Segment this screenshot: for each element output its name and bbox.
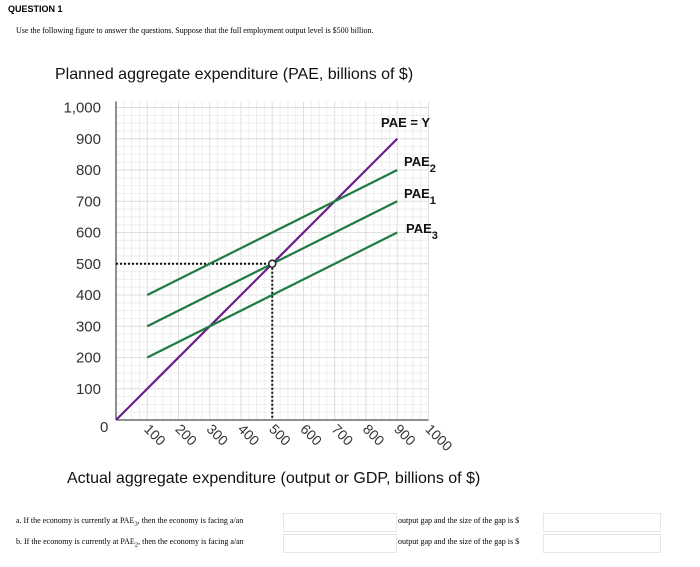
answer-a-gap-size-input[interactable]	[543, 513, 661, 532]
equilibrium-point	[268, 259, 277, 268]
y-tick-label: 500	[76, 256, 101, 273]
answer-a-after: output gap and the size of the gap is $	[398, 516, 520, 525]
answer-b-prefix: b. If the economy is currently at PAE	[16, 537, 135, 546]
y-tick-label: 300	[76, 318, 101, 335]
y-tick-label: 200	[76, 350, 101, 367]
answer-a-sub: 3	[134, 520, 138, 528]
series-label-pae3: PAE3	[406, 221, 438, 242]
y-tick-label: 600	[76, 225, 101, 242]
y-tick-label: 800	[76, 162, 101, 179]
x-axis-title: Actual aggregate expenditure (output or …	[67, 470, 480, 487]
answer-b-sub: 2	[134, 541, 139, 549]
y-tick-label: 1,000	[63, 100, 101, 117]
series-label-pae1: PAE1	[404, 186, 436, 207]
answer-row-a: a. If the economy is currently at PAE3, …	[16, 516, 243, 528]
question-title: QUESTION 1	[8, 4, 63, 14]
answer-a-gap-type-input[interactable]	[283, 513, 397, 532]
y-tick-label: 100	[76, 381, 101, 398]
x-tick-label: 700	[329, 421, 357, 449]
x-tick-label: 900	[391, 421, 419, 449]
x-tick-label: 600	[297, 421, 325, 449]
answer-a-mid: , then the economy is facing a/an	[137, 516, 244, 525]
origin-label: 0	[100, 419, 108, 436]
y-tick-label: 400	[76, 287, 101, 304]
answer-b-gap-type-input[interactable]	[283, 534, 397, 553]
x-tick-label: 500	[266, 421, 294, 449]
y-tick-label: 900	[76, 131, 101, 148]
x-tick-label: 300	[204, 421, 232, 449]
answer-b-gap-size-input[interactable]	[543, 534, 661, 553]
series-line-pae3	[146, 231, 398, 359]
series-line-pae2	[146, 169, 398, 296]
x-tick-label: 800	[360, 421, 388, 449]
x-tick-label: 100	[141, 421, 169, 449]
series-label-pae2: PAE2	[404, 154, 436, 175]
x-tick-label: 400	[235, 421, 263, 449]
x-tick-label: 1000	[422, 421, 455, 454]
y-tick-label: 700	[76, 193, 101, 210]
series-label-pae-equals-y: PAE = Y	[381, 115, 430, 130]
series-line-pae-equals-y	[115, 137, 399, 421]
aggregate-expenditure-chart: Planned aggregate expenditure (PAE, bill…	[55, 66, 480, 487]
answer-a-prefix: a. If the economy is currently at PAE	[16, 516, 135, 525]
y-axis-title: Planned aggregate expenditure (PAE, bill…	[55, 66, 413, 83]
x-tick-label: 200	[172, 421, 200, 449]
question-prompt: Use the following figure to answer the q…	[16, 26, 374, 35]
answer-row-b: b. If the economy is currently at PAE2, …	[16, 537, 244, 549]
answer-b-mid: , then the economy is facing a/an	[138, 537, 244, 546]
answer-b-after: output gap and the size of the gap is $	[398, 537, 520, 546]
